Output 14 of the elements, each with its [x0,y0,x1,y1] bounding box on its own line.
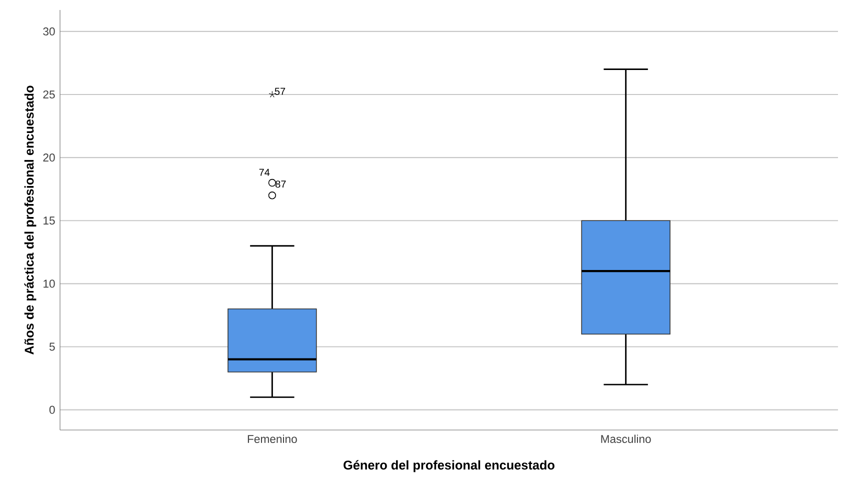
y-tick-label: 20 [43,154,55,162]
y-tick-label: 0 [49,406,55,414]
y-tick-label: 30 [43,27,55,36]
y-tick-label: 5 [49,342,55,351]
x-tick-label: Masculino [601,434,651,444]
y-tick-label: 15 [44,216,55,225]
y-axis-title: Años de práctica del profesional encuestado [24,86,36,354]
x-axis-title: Género del profesional encuestado [344,460,554,472]
y-tick-label: 10 [44,280,55,288]
annotation: 57 [274,88,286,95]
annotation: 87 [276,180,286,188]
x-tick-label: Femenino [248,434,297,444]
y-tick-label: 25 [43,90,55,98]
annotation: 74 [259,168,270,176]
